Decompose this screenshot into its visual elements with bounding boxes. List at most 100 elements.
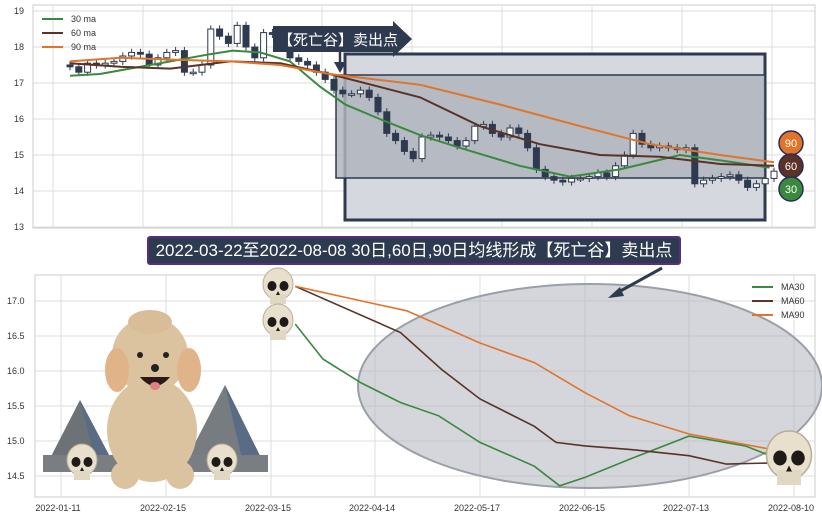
candle-body [603,172,611,178]
candle-body [708,177,716,181]
skull-nose [276,291,280,295]
candle-body [629,132,637,156]
y-tick-label: 13 [14,222,24,232]
legend-label: MA60 [781,296,805,306]
skull-icon [262,267,294,304]
x-tick-label: 2022-01-11 [35,503,80,513]
x-tick-label: 2022-05-17 [454,503,500,513]
sell-point-banner: 【死亡谷】卖出点 [273,21,412,57]
x-tick-label: 2022-06-15 [559,503,605,513]
candle-body [339,89,347,95]
candle-body [532,147,540,170]
skull-eye [83,457,93,467]
skull-jaw [270,294,286,304]
candle [708,174,716,184]
ma-line-60-ma [69,60,775,167]
ma-line-chart: 2022-01-11 2022-02-15 2022-03-15 2022-04-14… [7,266,822,513]
title-banner: 2022-03-22至2022-08-08 30日,60日,90日均线形成【死亡… [147,236,681,265]
candle-body [180,50,188,73]
y-tick-label: 18 [14,42,24,52]
badge-label: 30 [785,184,797,196]
line-MA60 [294,285,780,465]
candle [330,75,338,94]
candle [180,47,188,76]
ma-badge-60: 60 [778,153,804,179]
legend-label: MA90 [781,310,805,320]
x-tick-label: 2022-07-13 [663,503,709,513]
y-tick-label: 14 [14,186,24,196]
candle [550,173,558,184]
y-tick-label: 16 [14,114,24,124]
candle-body [154,57,162,66]
candle-body [638,132,646,145]
down-arrow-icon [334,50,346,73]
candle [365,86,373,101]
y-tick-label: 15.0 [7,436,25,446]
skull-eye [223,457,233,467]
candle-body [356,89,364,95]
candle [172,47,180,56]
candle [541,165,549,181]
skull-eye [267,317,277,327]
banner-text: 【死亡谷】卖出点 [278,32,398,49]
x-tick-label: 2022-04-14 [349,503,395,513]
legend-label: 30 ma [71,14,96,24]
candle [471,122,479,145]
candle [735,171,743,184]
skull-eye [71,457,81,467]
skull-jaw [270,330,286,340]
candle [444,133,452,145]
skull-icon [765,430,813,485]
candle [75,63,83,76]
bottom-legend: MA30 MA60 MA90 [752,282,805,320]
candle [348,90,356,98]
candle [304,57,312,69]
candle [189,68,197,76]
skull-eye [773,450,787,466]
candle-body [541,168,549,178]
candle [224,32,232,47]
candle-body [374,96,382,113]
candle-body [568,177,576,183]
candle [418,133,426,163]
y-tick-label: 16.5 [7,331,25,341]
skull-icon [206,443,238,480]
candle-body [233,24,241,44]
candle-body [189,71,197,75]
candle-body [198,64,206,73]
skull-nose [80,467,84,471]
legend-label: 60 ma [71,28,96,38]
candle-body [436,134,444,138]
candle-body [224,35,232,44]
candle [629,129,637,159]
candle [84,59,92,76]
ma-line-30-ma [69,49,770,178]
candle-body [462,140,470,147]
skull-nose [786,465,792,472]
poodle-illustration [105,310,201,489]
line-MA30 [294,323,780,487]
candle-body [418,136,426,160]
candle-body [84,62,92,73]
skull-nose [220,467,224,471]
y-tick-label: 17.0 [7,296,25,306]
badge-circle [778,176,804,202]
candle-body [295,57,303,62]
candle [392,129,400,145]
candle-body [453,140,461,147]
candle-body [427,134,435,138]
candle-body [726,174,734,178]
candle-body [480,123,488,127]
candle-body [761,177,769,185]
y-tick-label: 16.0 [7,366,25,376]
pointer-arrow-icon [608,266,663,298]
candle [744,176,752,191]
badge-label: 90 [785,138,797,150]
y-tick-label: 17 [14,78,24,88]
y-tick-label: 15 [14,150,24,160]
candle-body [400,140,408,152]
candle [233,21,241,47]
candle [242,21,250,51]
candle-body [348,93,356,96]
